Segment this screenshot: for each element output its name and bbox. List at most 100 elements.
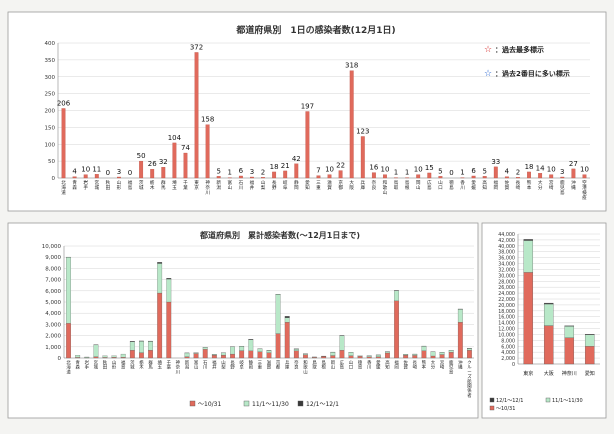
bl-bar-segment xyxy=(166,278,172,303)
top-category-label: 広島 xyxy=(427,179,432,191)
top-bar xyxy=(261,177,265,179)
top-bar-value-label: 104 xyxy=(168,134,182,142)
bl-category-label: 千葉 xyxy=(167,359,172,371)
top-category-label: 長崎 xyxy=(516,180,521,191)
top-bar xyxy=(493,166,498,179)
bl-bar-segment xyxy=(139,341,144,353)
top-category-label: 栃木 xyxy=(150,179,155,191)
bl-bar-segment xyxy=(157,262,163,264)
top-bar-value-label: 27 xyxy=(569,160,578,168)
legend-star-red-icon: ☆ xyxy=(484,45,492,55)
top-bar-value-label: 18 xyxy=(270,163,279,171)
top-bar-value-label: 10 xyxy=(414,166,423,174)
top-bar-value-label: 22 xyxy=(336,162,345,170)
top-category-label: 大阪 xyxy=(349,179,354,191)
bl-bar-segment xyxy=(157,292,163,359)
top-bar xyxy=(416,174,421,179)
top-category-label: 熊本 xyxy=(527,179,532,191)
bl-bar-segment xyxy=(66,323,71,359)
top-category-label: 神奈川 xyxy=(205,179,210,196)
top-bar-value-label: 4 xyxy=(72,168,77,176)
top-chart-title: 都道府県別 1日の感染者数(12月1日) xyxy=(235,24,395,36)
bl-category-label: 静岡 xyxy=(249,359,254,371)
top-bar xyxy=(571,168,576,179)
bl-bar-segment xyxy=(129,341,135,342)
bl-bar-segment xyxy=(148,350,153,359)
bl-category-label: 島根 xyxy=(321,359,326,371)
bl-bar-segment xyxy=(111,355,117,358)
top-y-tick-label: 350 xyxy=(45,58,56,64)
bl-bar-segment xyxy=(375,354,381,357)
top-bar xyxy=(161,167,166,179)
top-bar-value-label: 26 xyxy=(148,160,157,168)
top-bar-value-label: 0 xyxy=(128,169,132,177)
br-legend-swatch xyxy=(545,397,551,403)
top-bar xyxy=(327,174,332,179)
br-y-tick-label: 28,000 xyxy=(498,279,515,285)
bl-bar-segment xyxy=(375,356,381,359)
bl-bar-segment xyxy=(221,354,226,359)
bl-bar-segment xyxy=(457,322,463,359)
bl-bar-segment xyxy=(412,355,418,359)
bl-bar-segment xyxy=(284,322,290,359)
bl-bar-segment xyxy=(275,294,281,334)
top-category-label: 新潟 xyxy=(216,179,221,191)
top-category-label: 宮崎 xyxy=(549,179,554,191)
bl-y-tick-label: 1,000 xyxy=(45,345,61,351)
bl-category-label: 福井 xyxy=(212,359,217,371)
bl-bar-segment xyxy=(284,317,290,323)
top-bar xyxy=(305,111,310,179)
legend-star-blue-icon: ☆ xyxy=(484,69,492,79)
bl-bar-segment xyxy=(430,355,436,359)
top-bar-value-label: 3 xyxy=(560,168,564,176)
bl-bar-segment xyxy=(202,349,208,359)
top-y-tick-label: 50 xyxy=(48,159,55,165)
bl-category-label: 佐賀 xyxy=(403,359,408,371)
br-category-label: 大阪 xyxy=(544,370,554,377)
top-category-label: 徳島 xyxy=(449,179,454,191)
bl-bar-segment xyxy=(211,354,217,359)
br-category-label: 東京 xyxy=(523,370,533,377)
bl-category-label: クルーズ船関係者 xyxy=(467,360,472,399)
br-y-tick-label: 24,000 xyxy=(498,291,515,297)
top-bar-value-label: 5 xyxy=(482,167,486,175)
bl-bar-segment xyxy=(394,290,399,302)
top-category-label: 滋賀 xyxy=(327,179,332,191)
br-legend-swatch xyxy=(489,397,495,403)
bl-category-label: 長野 xyxy=(230,360,235,371)
top-category-label: 埼玉 xyxy=(172,179,177,191)
top-bar xyxy=(205,124,210,179)
bl-bar-segment xyxy=(248,350,254,359)
br-y-tick-label: 20,000 xyxy=(498,303,515,309)
bl-bar-segment xyxy=(448,352,454,359)
top-category-label: 京都 xyxy=(338,179,343,191)
top-category-label: 空港検疫 xyxy=(582,179,587,201)
top-bar xyxy=(294,163,299,179)
bottom-left-chart-title: 都道府県別 累計感染者数(～12月1日まで) xyxy=(199,230,360,240)
top-category-label: 千葉 xyxy=(183,179,188,191)
bl-bar-segment xyxy=(166,301,172,359)
bl-bar-segment xyxy=(184,352,190,357)
top-category-label: 香川 xyxy=(460,179,465,191)
top-bar xyxy=(504,176,509,179)
top-bar xyxy=(272,171,277,179)
br-y-tick-label: 22,000 xyxy=(498,297,515,303)
bl-category-label: 広島 xyxy=(340,359,345,371)
top-y-tick-label: 150 xyxy=(45,125,56,131)
top-bar xyxy=(471,175,476,179)
bl-bar-segment xyxy=(394,300,399,359)
bl-bar-segment xyxy=(339,335,345,351)
bl-bar-segment xyxy=(166,278,172,280)
br-y-tick-label: 8,000 xyxy=(501,338,515,344)
top-category-label: 鳥取 xyxy=(394,179,399,191)
bl-legend-label: ～10/31 xyxy=(198,401,221,408)
bl-bar-segment xyxy=(120,353,126,358)
top-bar-value-label: 206 xyxy=(57,99,71,107)
top-bar-value-label: 42 xyxy=(292,155,301,163)
br-bar-segment xyxy=(523,272,534,365)
top-category-label: 宮城 xyxy=(94,179,99,191)
bl-bar-segment xyxy=(239,346,245,351)
bl-bar-segment xyxy=(348,352,354,356)
top-bar xyxy=(360,136,365,179)
br-legend-label: ～10/31 xyxy=(496,406,515,412)
